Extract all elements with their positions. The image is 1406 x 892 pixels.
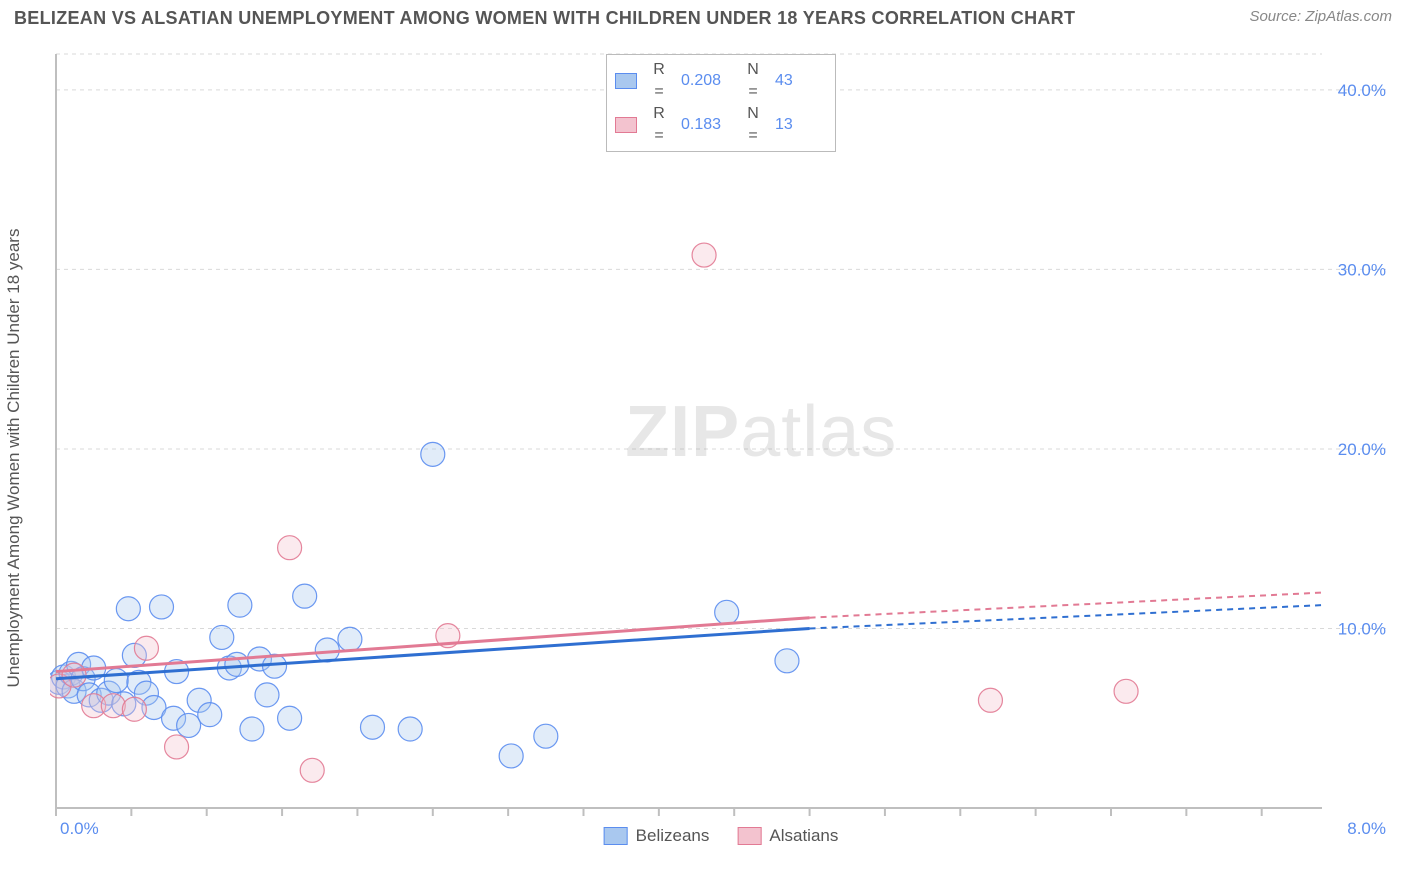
legend-swatch — [737, 827, 761, 845]
y-axis-label: Unemployment Among Women with Children U… — [4, 229, 24, 688]
legend-swatch — [615, 117, 637, 133]
legend-n-label: N = — [741, 103, 765, 147]
data-point — [104, 669, 128, 693]
data-point — [715, 600, 739, 624]
data-point — [240, 717, 264, 741]
data-point — [198, 703, 222, 727]
series-legend-item: Belizeans — [604, 826, 710, 846]
legend-row: R = 0.183 N = 13 — [615, 103, 825, 147]
trend-line — [56, 618, 810, 672]
trend-line — [56, 628, 810, 678]
legend-n-value: 13 — [775, 114, 825, 136]
series-legend: Belizeans Alsatians — [604, 826, 839, 846]
legend-row: R = 0.208 N = 43 — [615, 59, 825, 103]
stats-legend: R = 0.208 N = 43 R = 0.183 N = 13 — [606, 54, 836, 152]
legend-n-label: N = — [741, 59, 765, 103]
scatter-plot-svg: 10.0% 20.0% 30.0% 40.0% 0.0% 8.0% — [50, 48, 1392, 848]
legend-swatch — [615, 73, 637, 89]
legend-n-value: 43 — [775, 70, 825, 92]
series-legend-label: Alsatians — [769, 826, 838, 846]
svg-text:40.0%: 40.0% — [1338, 81, 1386, 100]
data-point — [62, 663, 86, 687]
svg-text:0.0%: 0.0% — [60, 819, 99, 838]
data-point — [534, 724, 558, 748]
data-point — [1114, 679, 1138, 703]
source-label: Source: ZipAtlas.com — [1249, 8, 1392, 25]
data-point — [499, 744, 523, 768]
series-legend-label: Belizeans — [636, 826, 710, 846]
data-point — [315, 638, 339, 662]
data-point — [177, 713, 201, 737]
svg-text:8.0%: 8.0% — [1347, 819, 1386, 838]
data-point — [101, 694, 125, 718]
data-point — [300, 758, 324, 782]
data-point — [116, 597, 140, 621]
data-point — [978, 688, 1002, 712]
series-legend-item: Alsatians — [737, 826, 838, 846]
legend-r-value: 0.183 — [681, 114, 731, 136]
data-point — [775, 649, 799, 673]
data-point — [398, 717, 422, 741]
trend-line-extension — [810, 605, 1322, 628]
legend-r-label: R = — [647, 59, 671, 103]
legend-swatch — [604, 827, 628, 845]
data-point — [225, 652, 249, 676]
data-point — [293, 584, 317, 608]
data-point — [255, 683, 279, 707]
data-point — [278, 706, 302, 730]
trend-line-extension — [810, 593, 1322, 618]
legend-r-label: R = — [647, 103, 671, 147]
data-point — [228, 593, 252, 617]
data-point — [150, 595, 174, 619]
data-point — [210, 625, 234, 649]
svg-text:20.0%: 20.0% — [1338, 440, 1386, 459]
data-point — [338, 627, 362, 651]
data-point — [122, 697, 146, 721]
data-point — [278, 536, 302, 560]
data-point — [361, 715, 385, 739]
chart-title: BELIZEAN VS ALSATIAN UNEMPLOYMENT AMONG … — [14, 8, 1075, 29]
data-point — [165, 735, 189, 759]
svg-text:30.0%: 30.0% — [1338, 260, 1386, 279]
legend-r-value: 0.208 — [681, 70, 731, 92]
svg-text:10.0%: 10.0% — [1338, 619, 1386, 638]
data-point — [421, 442, 445, 466]
data-point — [134, 636, 158, 660]
chart-area: Unemployment Among Women with Children U… — [50, 48, 1392, 848]
data-point — [692, 243, 716, 267]
